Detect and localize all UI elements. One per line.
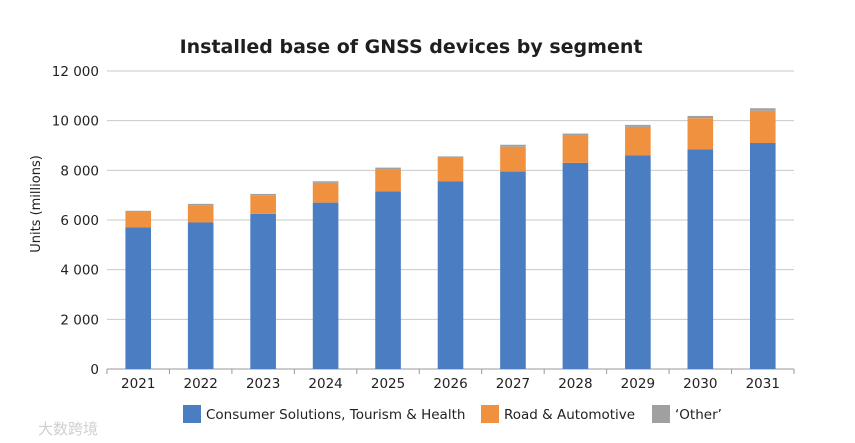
bar-2031-series-2 (749, 108, 776, 111)
y-tick-label: 0 (90, 362, 99, 378)
x-tick-label: 2031 (746, 376, 780, 392)
bar-2027-series-1 (500, 146, 526, 172)
bar-2027-series-0 (500, 171, 526, 369)
bar-2029-series-0 (625, 155, 651, 369)
y-tick-label: 12 000 (52, 64, 99, 80)
bar-2022-series-2 (187, 203, 214, 206)
x-tick-label: 2027 (496, 376, 530, 392)
bar-2025-series-1 (375, 169, 401, 192)
bar-2028-series-0 (562, 162, 589, 369)
bar-2025-series-0 (375, 191, 401, 369)
x-tick-label: 2028 (558, 376, 592, 392)
y-tick-label: 4 000 (60, 263, 99, 279)
bar-2031-series-1 (749, 110, 776, 144)
bar-2026-series-2 (437, 156, 464, 158)
bar-2021-series-1 (125, 212, 152, 228)
x-tick-label: 2023 (246, 376, 280, 392)
y-tick-label: 10 000 (52, 114, 99, 130)
bar-2024-series-2 (312, 181, 339, 183)
bar-2022-series-1 (187, 205, 214, 223)
legend-swatch-2 (652, 405, 670, 423)
bar-2026-series-0 (437, 181, 464, 369)
bar-2024-series-1 (312, 182, 339, 203)
bar-2028-series-1 (562, 135, 589, 163)
bar-2025-series-2 (375, 167, 401, 170)
legend-label-2: ‘Other’ (675, 407, 722, 423)
bar-2021-series-0 (125, 227, 152, 369)
x-tick-label: 2022 (184, 376, 218, 392)
bar-2021-series-2 (125, 210, 152, 213)
x-tick-label: 2025 (371, 376, 405, 392)
bar-2030-series-1 (687, 118, 714, 150)
bar-2028-series-2 (562, 133, 589, 136)
bar-2022-series-0 (187, 222, 214, 369)
x-tick-label: 2024 (308, 376, 342, 392)
legend-swatch-1 (481, 405, 499, 423)
x-tick-label: 2029 (621, 376, 655, 392)
y-axis-label: Units (millions) (29, 155, 44, 253)
bar-2029-series-1 (625, 126, 651, 156)
bar-2023-series-2 (250, 193, 276, 196)
y-tick-label: 8 000 (60, 163, 99, 179)
bar-2031-series-0 (749, 143, 776, 369)
y-tick-label: 2 000 (60, 312, 99, 328)
y-tick-label: 6 000 (60, 213, 99, 229)
bar-2030-series-2 (687, 115, 714, 119)
x-tick-label: 2030 (683, 376, 717, 392)
legend: Consumer Solutions, Tourism & Health Road… (183, 405, 722, 423)
bars (125, 108, 776, 369)
legend-label-0: Consumer Solutions, Tourism & Health (206, 407, 465, 423)
x-axis-ticks: 2021 2022 2023 2024 2025 2026 2027 2028 2029 2030… (106, 369, 795, 392)
bar-2023-series-0 (250, 213, 276, 369)
y-axis-ticks: 0 2 000 4 000 6 000 8 000 10 000 12 000 (52, 64, 99, 378)
legend-swatch-0 (183, 405, 201, 423)
x-tick-label: 2021 (121, 376, 155, 392)
bar-2030-series-0 (687, 149, 714, 369)
bar-2027-series-2 (500, 144, 526, 147)
legend-label-1: Road & Automotive (504, 407, 635, 423)
bar-2024-series-0 (312, 202, 339, 369)
bar-2026-series-1 (437, 157, 464, 182)
watermark: 大数跨境 (38, 420, 98, 438)
bar-2023-series-1 (250, 195, 276, 214)
bar-2029-series-2 (625, 124, 651, 127)
chart-title: Installed base of GNSS devices by segmen… (180, 36, 643, 58)
x-tick-label: 2026 (433, 376, 467, 392)
